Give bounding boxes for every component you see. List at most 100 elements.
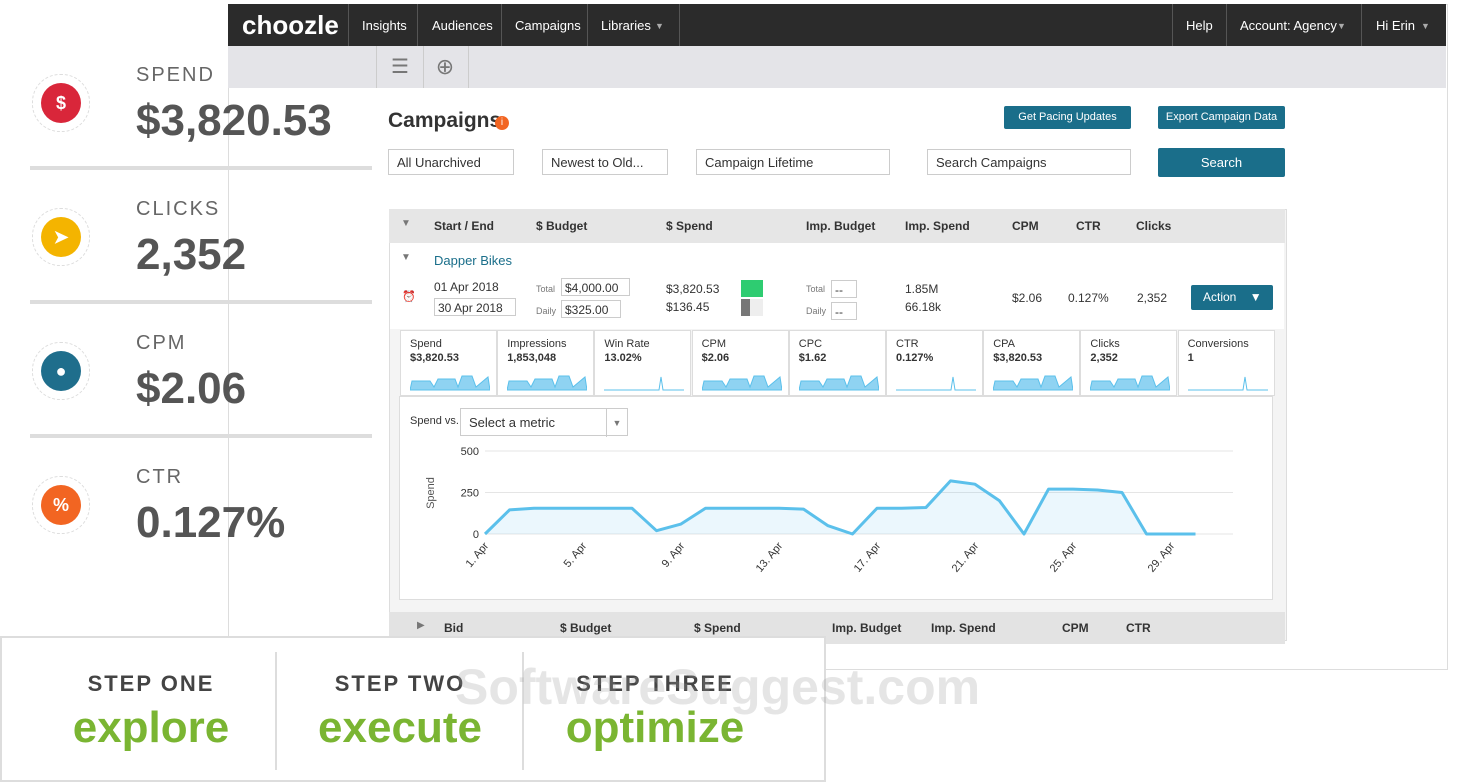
stat-icon: % (41, 485, 81, 525)
column-header: $ Budget (560, 621, 612, 635)
sparkline (798, 375, 879, 391)
nav-item[interactable]: Help (1186, 18, 1213, 33)
dropdown-caret: ▼ (1421, 21, 1430, 31)
metric-tile[interactable]: CTR 0.127% (886, 330, 983, 396)
total-label: Total (806, 284, 826, 294)
sparkline-path (701, 375, 782, 391)
metric-value: $2.06 (701, 352, 730, 364)
sparkline (1090, 375, 1171, 391)
dropdown-caret: ▼ (655, 21, 664, 31)
start-date: 01 Apr 2018 (434, 280, 499, 294)
imp-budget-total[interactable]: -- (831, 280, 857, 298)
x-tick-label: 25. Apr (1048, 540, 1080, 575)
sort-select[interactable]: Newest to Old... (542, 149, 668, 175)
metric-value: $3,820.53 (410, 352, 459, 364)
stat-divider (30, 166, 372, 170)
nav-item[interactable]: Account: Agency (1240, 18, 1337, 33)
metric-tile[interactable]: Spend $3,820.53 (400, 330, 497, 396)
step-label: STEP THREE (576, 671, 734, 696)
nav-item[interactable]: Audiences (432, 18, 493, 33)
stat-divider (30, 300, 372, 304)
nav-item[interactable]: Hi Erin (1376, 18, 1416, 33)
metric-name: Impressions (507, 338, 567, 350)
sparkline-path (993, 375, 1074, 391)
metric-name: Spend (410, 338, 442, 350)
metric-tile[interactable]: Impressions 1,853,048 (497, 330, 595, 396)
imp-budget-daily[interactable]: -- (831, 302, 857, 320)
nav-item[interactable]: Campaigns (515, 18, 581, 33)
budget-total[interactable]: $4,000.00 (561, 278, 630, 296)
list-icon[interactable]: ☰ (376, 46, 424, 88)
step-label: STEP ONE (87, 671, 215, 696)
x-tick-label: 1. Apr (464, 540, 492, 570)
area (485, 480, 1196, 534)
add-icon[interactable]: ⊕ (422, 46, 469, 88)
metric-name: Win Rate (604, 338, 650, 350)
stat-value: 0.127% (136, 498, 286, 547)
sparkline-path (1187, 376, 1268, 391)
sparkline-path (507, 375, 588, 391)
metric-name: CTR (896, 338, 919, 350)
column-header: Imp. Spend (931, 621, 996, 635)
action-label: Action (1203, 290, 1237, 304)
campaign-name[interactable]: Dapper Bikes (434, 253, 513, 268)
column-header: Imp. Budget (806, 219, 876, 233)
metric-value: 2,352 (1090, 352, 1118, 364)
column-header: CPM (1012, 219, 1039, 233)
spend-daily: $136.45 (666, 300, 710, 314)
sparkline-path (410, 375, 490, 391)
end-date[interactable]: 30 Apr 2018 (434, 298, 516, 316)
metric-tile[interactable]: CPM $2.06 (691, 330, 789, 396)
compare-label: Spend vs. (410, 415, 459, 427)
metric-tile[interactable]: Win Rate 13.02% (594, 330, 692, 396)
nav-item[interactable]: Libraries (601, 18, 651, 33)
search-input[interactable]: Search Campaigns (927, 149, 1131, 175)
budget-daily[interactable]: $325.00 (561, 300, 621, 318)
metric-value: 1 (1187, 352, 1194, 364)
spend-chart: 0 250 500 Spend 1. Apr 5. Apr 9. Apr 13. Apr 17.… (425, 446, 1233, 575)
metric-tile[interactable]: CPA $3,820.53 (983, 330, 1081, 396)
action-button[interactable]: Action ▼ (1191, 285, 1273, 310)
column-header: Start / End (434, 219, 495, 233)
period-select[interactable]: Campaign Lifetime (696, 149, 890, 175)
stat-value: 2,352 (136, 230, 247, 279)
expand-arrow[interactable]: ▶ (417, 620, 425, 631)
metric-tile[interactable]: Clicks 2,352 (1080, 330, 1178, 396)
collapse-arrow[interactable]: ▼ (401, 252, 411, 263)
column-header: Imp. Spend (905, 219, 970, 233)
nav-separator (1361, 4, 1362, 46)
stat-label: CPM (136, 332, 187, 354)
metric-select[interactable]: Select a metric ▼ (460, 408, 628, 437)
x-tick-label: 29. Apr (1146, 540, 1178, 575)
sparkline (993, 375, 1074, 391)
metric-tile[interactable]: CPC $1.62 (788, 330, 886, 396)
sparkline (1187, 376, 1268, 391)
logo[interactable]: choozle (242, 10, 339, 40)
clicks: 2,352 (1137, 291, 1168, 305)
collapse-arrow[interactable]: ▼ (401, 218, 411, 229)
x-tick-label: 13. Apr (754, 540, 786, 575)
stat-divider (30, 434, 372, 438)
metric-value: 1,853,048 (507, 352, 557, 364)
nav-separator (587, 4, 588, 46)
sparkline-path (896, 376, 976, 391)
search-button[interactable]: Search (1158, 148, 1285, 177)
sparkline-path (1090, 375, 1171, 391)
filter-select[interactable]: All Unarchived (388, 149, 514, 175)
step-word: execute (318, 703, 482, 752)
y-axis-label: Spend (425, 477, 437, 509)
pacing-button[interactable]: Get Pacing Updates (1004, 106, 1131, 129)
export-button[interactable]: Export Campaign Data (1158, 106, 1285, 129)
nav-item[interactable]: Insights (362, 18, 407, 33)
metric-value: $3,820.53 (993, 352, 1043, 364)
column-header: CTR (1126, 621, 1151, 635)
cpm: $2.06 (1012, 291, 1043, 305)
info-icon[interactable]: i (495, 116, 509, 130)
sparkline-path (604, 376, 685, 391)
x-tick-label: 17. Apr (852, 540, 884, 575)
divider (275, 652, 277, 770)
column-header: Imp. Budget (832, 621, 902, 635)
y-tick-label: 250 (461, 488, 479, 500)
metric-tile[interactable]: Conversions 1 (1177, 330, 1275, 396)
